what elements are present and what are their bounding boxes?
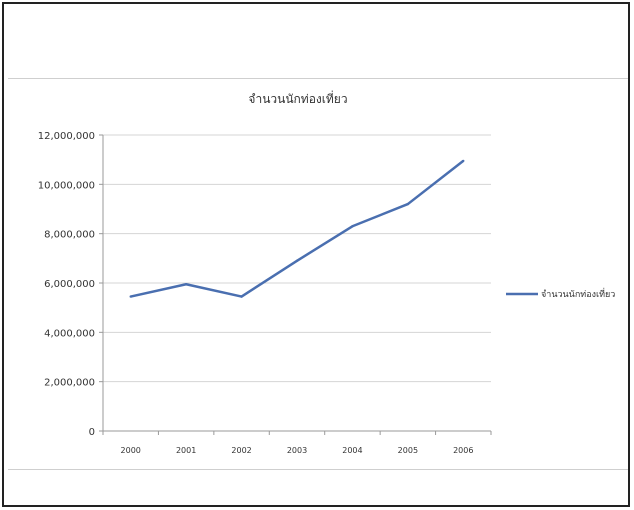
line-chart: จำนวนนักท่องเที่ยว 0 2,000,000 4,000,000 6,0… [38, 90, 616, 455]
y-tick-label: 0 [89, 427, 95, 438]
data-point [295, 259, 299, 262]
legend-label: จำนวนนักท่องเที่ยว [541, 287, 615, 300]
x-tick-label: 2005 [398, 446, 418, 455]
y-tick-label: 6,000,000 [44, 279, 95, 290]
data-point [351, 225, 354, 228]
data-point [129, 295, 132, 298]
data-point [240, 295, 243, 298]
y-tick-label: 2,000,000 [44, 378, 95, 389]
data-point [184, 283, 188, 286]
chart-title: จำนวนนักท่องเที่ยว [248, 90, 347, 106]
x-tick-label: 2000 [121, 446, 141, 455]
x-tick-label: 2003 [287, 446, 307, 455]
y-tick-label: 4,000,000 [44, 328, 95, 339]
y-tick-label: 12,000,000 [38, 131, 95, 142]
x-tick-label: 2004 [342, 446, 362, 455]
series-line [130, 159, 465, 298]
data-point [462, 159, 465, 163]
x-tick-label: 2006 [453, 446, 473, 455]
y-tick-label: 10,000,000 [38, 180, 95, 191]
y-tick-label: 8,000,000 [44, 230, 95, 241]
data-point [406, 202, 410, 206]
chart-area: จำนวนนักท่องเที่ยว 0 2,000,000 4,000,000 6,0… [8, 78, 628, 470]
x-tick-label: 2002 [231, 446, 251, 455]
x-tick-label: 2001 [176, 446, 196, 455]
